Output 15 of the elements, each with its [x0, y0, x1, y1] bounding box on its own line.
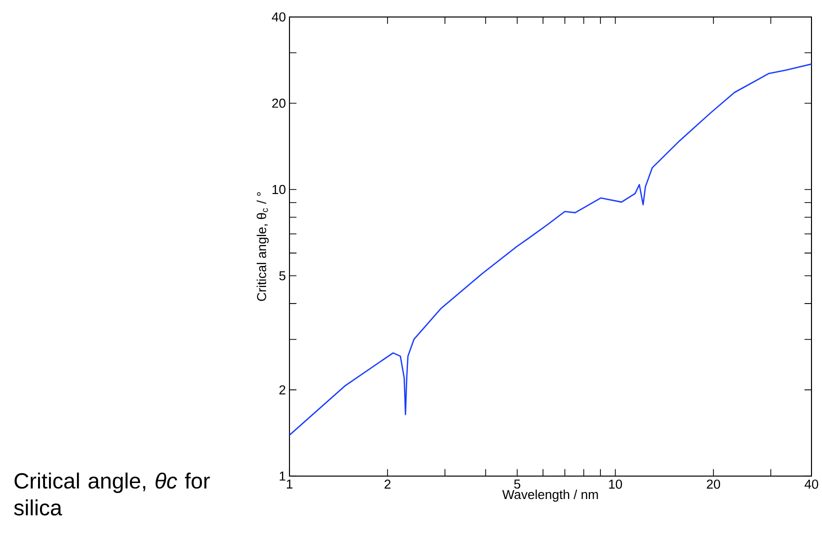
- y-tick-label: 1: [280, 472, 286, 481]
- x-axis-title: Wavelength / nm: [502, 490, 598, 502]
- text: Critical angle, θc for silica: [14, 472, 210, 516]
- x-tick-label: 40: [804, 480, 818, 489]
- x-tick-label: 2: [384, 480, 390, 489]
- x-tick-label: 20: [706, 480, 720, 489]
- y-tick-label: 10: [272, 184, 286, 194]
- x-tick-label: 10: [609, 480, 622, 489]
- x-tick-label: 5: [514, 480, 520, 489]
- y-tick-label: 2: [279, 385, 286, 394]
- y-tick-label: 5: [279, 271, 286, 280]
- y-axis-title: Critical angle, θ$_{c}$ / °: [256, 192, 269, 301]
- y-tick-label: 20: [272, 98, 286, 108]
- y-tick-label: 40: [272, 12, 286, 22]
- x-tick-label: 1: [286, 480, 292, 489]
